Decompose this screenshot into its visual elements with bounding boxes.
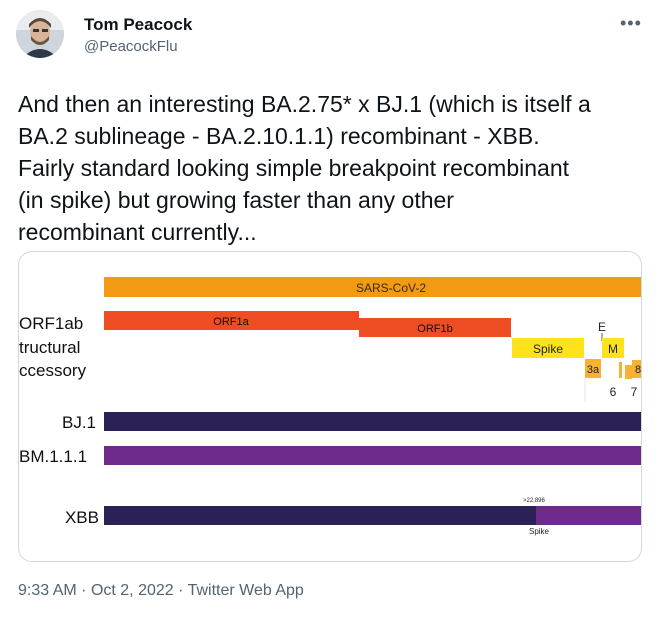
breakpoint-region-label: Spike bbox=[529, 527, 550, 536]
xbb-bm111-segment bbox=[536, 506, 641, 525]
orf1b-label: ORF1b bbox=[417, 323, 452, 335]
orf3a-label: 3a bbox=[587, 364, 600, 376]
bm111-bar bbox=[104, 446, 641, 465]
tweet-text: And then an interesting BA.2.75* x BJ.1 … bbox=[18, 91, 591, 245]
attached-image[interactable]: SARS-CoV-2 ORF1ab ORF1a ORF1b tructural … bbox=[18, 251, 642, 562]
tweet-source[interactable]: Twitter Web App bbox=[187, 582, 304, 599]
xbb-bj1-segment bbox=[104, 506, 536, 525]
sars-cov-2-bar bbox=[104, 277, 641, 297]
lineage-label-xbb: XBB bbox=[65, 508, 99, 527]
tweet-metadata: 9:33 AM · Oct 2, 2022 · Twitter Web App bbox=[18, 582, 304, 600]
avatar[interactable] bbox=[16, 10, 64, 58]
tweet-date[interactable]: Oct 2, 2022 bbox=[90, 582, 174, 599]
sars-cov-2-label: SARS-CoV-2 bbox=[356, 281, 426, 295]
breakpoint-label: >22,896 bbox=[523, 498, 546, 504]
orf7-label: 7 bbox=[631, 385, 638, 399]
author-name[interactable]: Tom Peacock bbox=[84, 15, 193, 34]
orf8-bar bbox=[632, 360, 641, 378]
avatar-image bbox=[16, 10, 64, 58]
orf7-bar bbox=[625, 365, 632, 379]
track-label-accessory: ccessory bbox=[19, 361, 87, 380]
e-label: E bbox=[598, 320, 606, 334]
tweet-time[interactable]: 9:33 AM bbox=[18, 582, 77, 599]
orf1a-bar bbox=[104, 311, 359, 330]
lineage-label-bj1: BJ.1 bbox=[62, 413, 96, 432]
m-label: M bbox=[608, 342, 618, 356]
orf1a-label: ORF1a bbox=[213, 316, 249, 328]
orf1b-bar bbox=[359, 318, 511, 337]
orf6-label: 6 bbox=[610, 385, 617, 399]
lineage-label-bm111: BM.1.1.1 bbox=[19, 447, 87, 466]
genome-diagram: SARS-CoV-2 ORF1ab ORF1a ORF1b tructural … bbox=[19, 277, 641, 536]
orf6-bar bbox=[619, 362, 622, 378]
orf3a-bar bbox=[585, 359, 601, 378]
m-bar bbox=[602, 338, 624, 358]
separator-dot: · bbox=[178, 582, 188, 599]
more-options-icon[interactable]: ••• bbox=[620, 13, 642, 33]
bj1-bar bbox=[104, 412, 641, 431]
orf8-label: 8 bbox=[635, 364, 641, 376]
spike-label: Spike bbox=[533, 342, 563, 356]
track-label-structural: tructural bbox=[19, 338, 80, 357]
separator-dot: · bbox=[81, 582, 91, 599]
track-label-orf1ab: ORF1ab bbox=[19, 314, 83, 333]
spike-bar bbox=[512, 338, 584, 358]
author-handle[interactable]: @PeacockFlu bbox=[84, 38, 178, 55]
